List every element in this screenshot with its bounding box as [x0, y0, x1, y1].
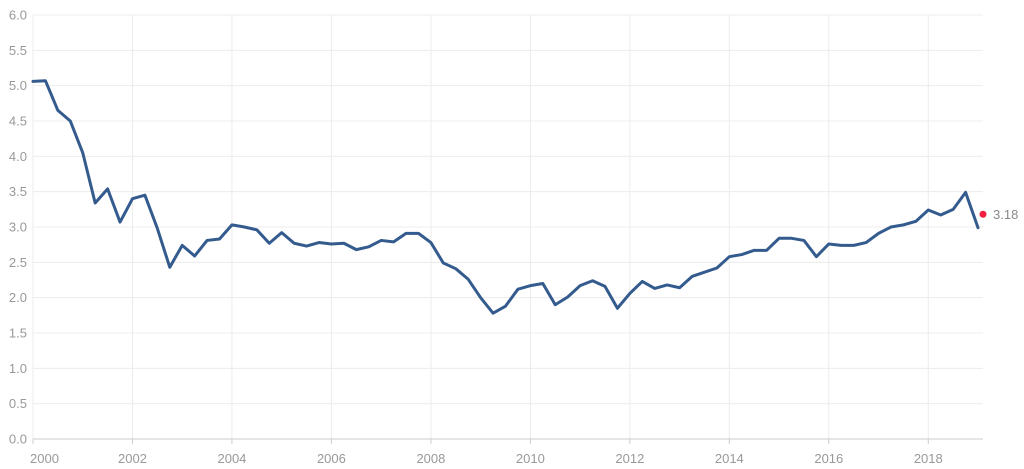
y-tick-label: 6.0 — [9, 8, 27, 23]
last-point-layer: 3.18 — [979, 207, 1018, 222]
x-tick-label: 2016 — [814, 451, 843, 466]
y-tick-label: 1.5 — [9, 326, 27, 341]
x-tick-label: 2012 — [615, 451, 644, 466]
last-point-marker — [979, 210, 987, 218]
x-tick-label: 2018 — [914, 451, 943, 466]
x-tick-label: 2014 — [715, 451, 744, 466]
series-line — [31, 79, 980, 315]
y-tick-label: 2.5 — [9, 255, 27, 270]
last-value-label: 3.18 — [993, 207, 1018, 222]
y-tick-label: 5.0 — [9, 78, 27, 93]
y-tick-label: 2.0 — [9, 290, 27, 305]
axes: 0.0 0.5 1.0 1.5 2.0 2.5 3.0 3.5 4.0 4.5 5.0 5.5 6.0 2… — [9, 8, 983, 466]
y-tick-label: 4.0 — [9, 149, 27, 164]
y-tick-label: 5.5 — [9, 43, 27, 58]
y-tick-label: 1.0 — [9, 361, 27, 376]
y-tick-label: 4.5 — [9, 114, 27, 129]
grid — [32, 14, 983, 440]
x-tick-label: 2000 — [30, 451, 59, 466]
x-tick-label: 2008 — [416, 451, 445, 466]
x-tick-label: 2004 — [217, 451, 246, 466]
y-tick-label: 3.0 — [9, 220, 27, 235]
y-tick-label: 0.5 — [9, 396, 27, 411]
x-tick-label: 2006 — [317, 451, 346, 466]
series-layer — [31, 79, 980, 315]
y-tick-label: 3.5 — [9, 184, 27, 199]
x-tick-label: 2002 — [118, 451, 147, 466]
y-tick-label: 0.0 — [9, 432, 27, 447]
x-tick-label: 2010 — [516, 451, 545, 466]
